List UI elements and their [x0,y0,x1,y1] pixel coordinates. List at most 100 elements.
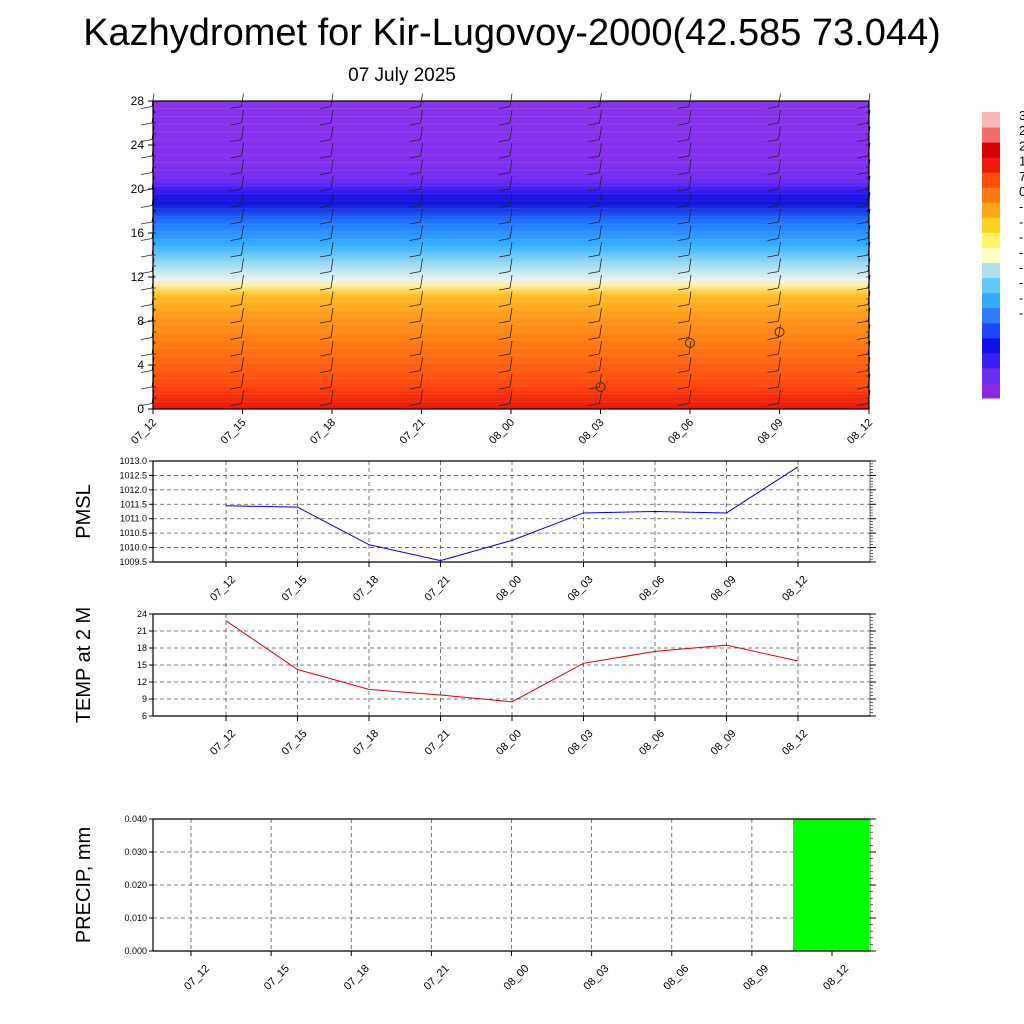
wind-barb-flag [677,122,690,126]
wind-barb-flag [319,337,332,340]
wind-barb-flag [409,287,421,291]
wind-barb-staff [241,258,244,272]
y-tick-label: 1012.0 [119,485,147,495]
wind-barb-flag [140,106,153,109]
wind-barb-staff [330,258,334,272]
wind-barb-flag [230,205,242,208]
wind-barb-staff [778,291,781,305]
y-tick-label: 0.040 [124,814,147,824]
colorbar-swatch [982,172,1000,188]
x-tick-label: 08_12 [845,417,875,447]
wind-barb-staff [599,225,602,239]
wind-barb-flag [319,205,332,208]
wind-barb-staff [778,274,781,289]
wind-barb-staff [330,340,334,355]
wind-barb-staff [330,93,334,107]
wind-barb-flag [856,370,869,373]
colorbar-swatch [982,232,1000,248]
wind-barb-staff [599,93,602,107]
colorbar-label: - [1019,214,1023,229]
wind-barb-flag [498,221,511,225]
wind-barb-staff [688,324,692,338]
wind-barb-flag [319,188,332,192]
wind-barb-flag [409,403,421,406]
wind-barb-staff [688,390,692,404]
wind-barb-flag [677,337,690,340]
colorbar-swatch [982,202,1000,218]
wind-barb-staff [241,175,244,190]
wind-barb-staff [241,208,244,223]
wind-barb-flag [230,106,242,109]
wind-barb-flag [409,205,421,208]
wind-barb-flag [677,320,690,324]
wind-barb-flag [498,403,511,406]
wind-barb-staff [509,357,513,371]
wind-barb-flag [319,287,332,291]
wind-barb-flag [230,320,242,324]
wind-barb-flag [588,287,600,291]
wind-barb-flag [767,304,779,307]
wind-barb-flag [856,205,869,208]
wind-barb-flag [588,238,600,241]
y-tick-label: 28 [131,94,145,108]
wind-barb-flag [677,271,690,274]
wind-barb-staff [420,340,423,355]
y-tick-label: 15 [137,660,147,670]
colorbar-swatch [982,262,1000,279]
y-tick-label: 1011.5 [120,499,147,509]
wind-barb-flag [588,386,600,390]
wind-barb-flag [409,139,421,142]
wind-barb-staff [599,373,602,388]
wind-barb-staff [509,126,513,140]
calm-marker [685,338,695,348]
wind-barb-flag [140,122,153,126]
wind-barb-staff [688,274,692,289]
wind-barb-column [409,93,423,406]
wind-barb-staff [330,274,334,289]
wind-barb-flag [498,271,511,274]
x-tick-label: 07_12 [182,963,212,993]
wind-barb-staff [420,258,423,272]
wind-barb-staff [241,340,244,355]
wind-barb-staff [420,390,423,404]
wind-barb-staff [778,126,781,140]
colorbar-label: 2 [1019,123,1024,138]
wind-barb-flag [498,155,511,159]
wind-barb-staff [420,274,423,289]
wind-barb-staff [509,258,513,272]
wind-barb-staff [420,126,423,140]
wind-barb-flag [767,238,779,241]
wind-barb-flag [140,403,153,406]
wind-barb-staff [509,373,513,388]
x-tick-label: 07_21 [398,417,428,447]
wind-barb-flag [319,155,332,159]
wind-barb-staff [330,208,334,223]
wind-barb-staff [420,142,423,157]
wind-barb-staff [420,373,423,388]
colorbar-swatch [982,307,1000,324]
wind-barb-flag [677,370,690,373]
wind-barb-staff [509,175,513,190]
wind-barb-flag [856,320,869,324]
wind-barb-staff [241,126,244,140]
x-tick-label: 07_12 [208,574,238,604]
y-axis-label: PRECIP, mm [73,827,95,943]
wind-barb-flag [319,353,332,357]
wind-barb-staff [241,142,244,157]
wind-barb-staff [599,159,602,173]
wind-barb-flag [767,271,779,274]
wind-barb-flag [140,370,153,373]
wind-barb-flag [319,271,332,274]
wind-barb-staff [330,324,334,338]
wind-barb-flag [230,221,242,225]
wind-barb-staff [599,357,602,371]
y-tick-label: 18 [137,643,147,653]
y-tick-label: 1010.0 [119,543,147,553]
wind-barb-staff [778,109,781,124]
temperature-panel: 6 9 12 15 18 21 24 07_12 07_15 07_18 07_21 08_00 08_… [73,607,876,758]
wind-barb-staff [778,307,781,322]
wind-barb-staff [688,307,692,322]
wind-barb-flag [856,122,869,126]
wind-barb-staff [420,208,423,223]
